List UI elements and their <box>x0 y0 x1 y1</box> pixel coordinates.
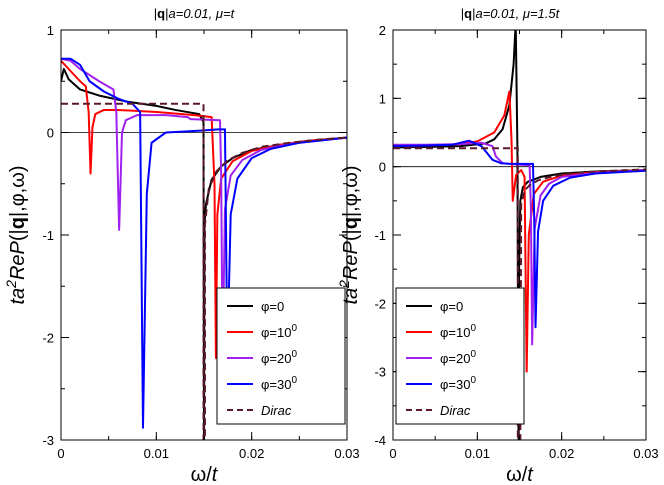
series-group <box>61 57 347 440</box>
legend-label: Dirac <box>440 403 471 418</box>
y-tick-label: -3 <box>42 433 54 448</box>
x-tick-label: 0 <box>57 446 64 461</box>
y-tick-label: -2 <box>42 331 54 346</box>
y-tick-label: 1 <box>47 23 54 38</box>
legend-label: φ=200 <box>261 349 297 366</box>
x-tick-label: 0.02 <box>239 446 264 461</box>
legend-label: φ=100 <box>261 323 297 340</box>
legend-label: φ=300 <box>440 375 476 392</box>
legend-label: φ=100 <box>440 323 476 340</box>
x-tick-label: 0.01 <box>144 446 169 461</box>
x-axis-title: ω/t <box>191 464 219 485</box>
series-line-4 <box>61 57 347 429</box>
y-axis-title: ta2ReP(|q|,φ,ω) <box>336 165 362 304</box>
x-tick-label: 0.02 <box>549 446 574 461</box>
y-tick-label: -1 <box>374 228 386 243</box>
panel-title: |q|a=0.01, μ=t <box>154 6 236 21</box>
series-line-4 <box>393 139 646 329</box>
legend-box <box>216 287 346 425</box>
legend-label: Dirac <box>261 403 292 418</box>
y-tick-label: -1 <box>42 228 54 243</box>
legend: φ=0 φ=100 φ=200 φ=300 Dirac <box>216 287 346 425</box>
y-tick-label: 2 <box>379 23 386 38</box>
series-line-3 <box>393 141 646 346</box>
x-tick-label: 0.01 <box>465 446 490 461</box>
x-tick-label: 0.03 <box>334 446 359 461</box>
legend-label: φ=300 <box>261 375 297 392</box>
chart-panel-2: 0 0.01 0.02 0.03 -4 -3 -2 -1 0 1 2 |q|a=0.01, μ=1.5… <box>336 6 659 485</box>
chart-panel-1: 0 0.01 0.02 0.03 -3 -2 -1 0 1 |q|a=0.01, μ=t ω/t ta… <box>3 6 360 485</box>
x-tick-label: 0 <box>389 446 396 461</box>
series-line-5 <box>61 102 347 440</box>
series-line-3 <box>61 57 347 359</box>
series-line-2 <box>61 60 347 359</box>
y-tick-label: 0 <box>379 160 386 175</box>
x-axis-title: ω/t <box>506 464 534 485</box>
y-tick-label: 1 <box>379 91 386 106</box>
series-line-2 <box>393 90 646 373</box>
panel-title: |q|a=0.01, μ=1.5t <box>461 6 561 21</box>
y-tick-label: -2 <box>374 296 386 311</box>
y-axis-title: ta2ReP(|q|,φ,ω) <box>3 165 29 304</box>
y-tick-label: -4 <box>374 433 386 448</box>
legend-label: φ=0 <box>261 299 284 314</box>
x-tick-label: 0.03 <box>633 446 658 461</box>
legend: φ=0 φ=100 φ=200 φ=300 Dirac <box>395 287 525 425</box>
legend-label: φ=200 <box>440 349 476 366</box>
legend-label: φ=0 <box>440 299 463 314</box>
legend-box <box>395 287 525 425</box>
y-tick-label: 0 <box>47 126 54 141</box>
y-tick-label: -3 <box>374 365 386 380</box>
